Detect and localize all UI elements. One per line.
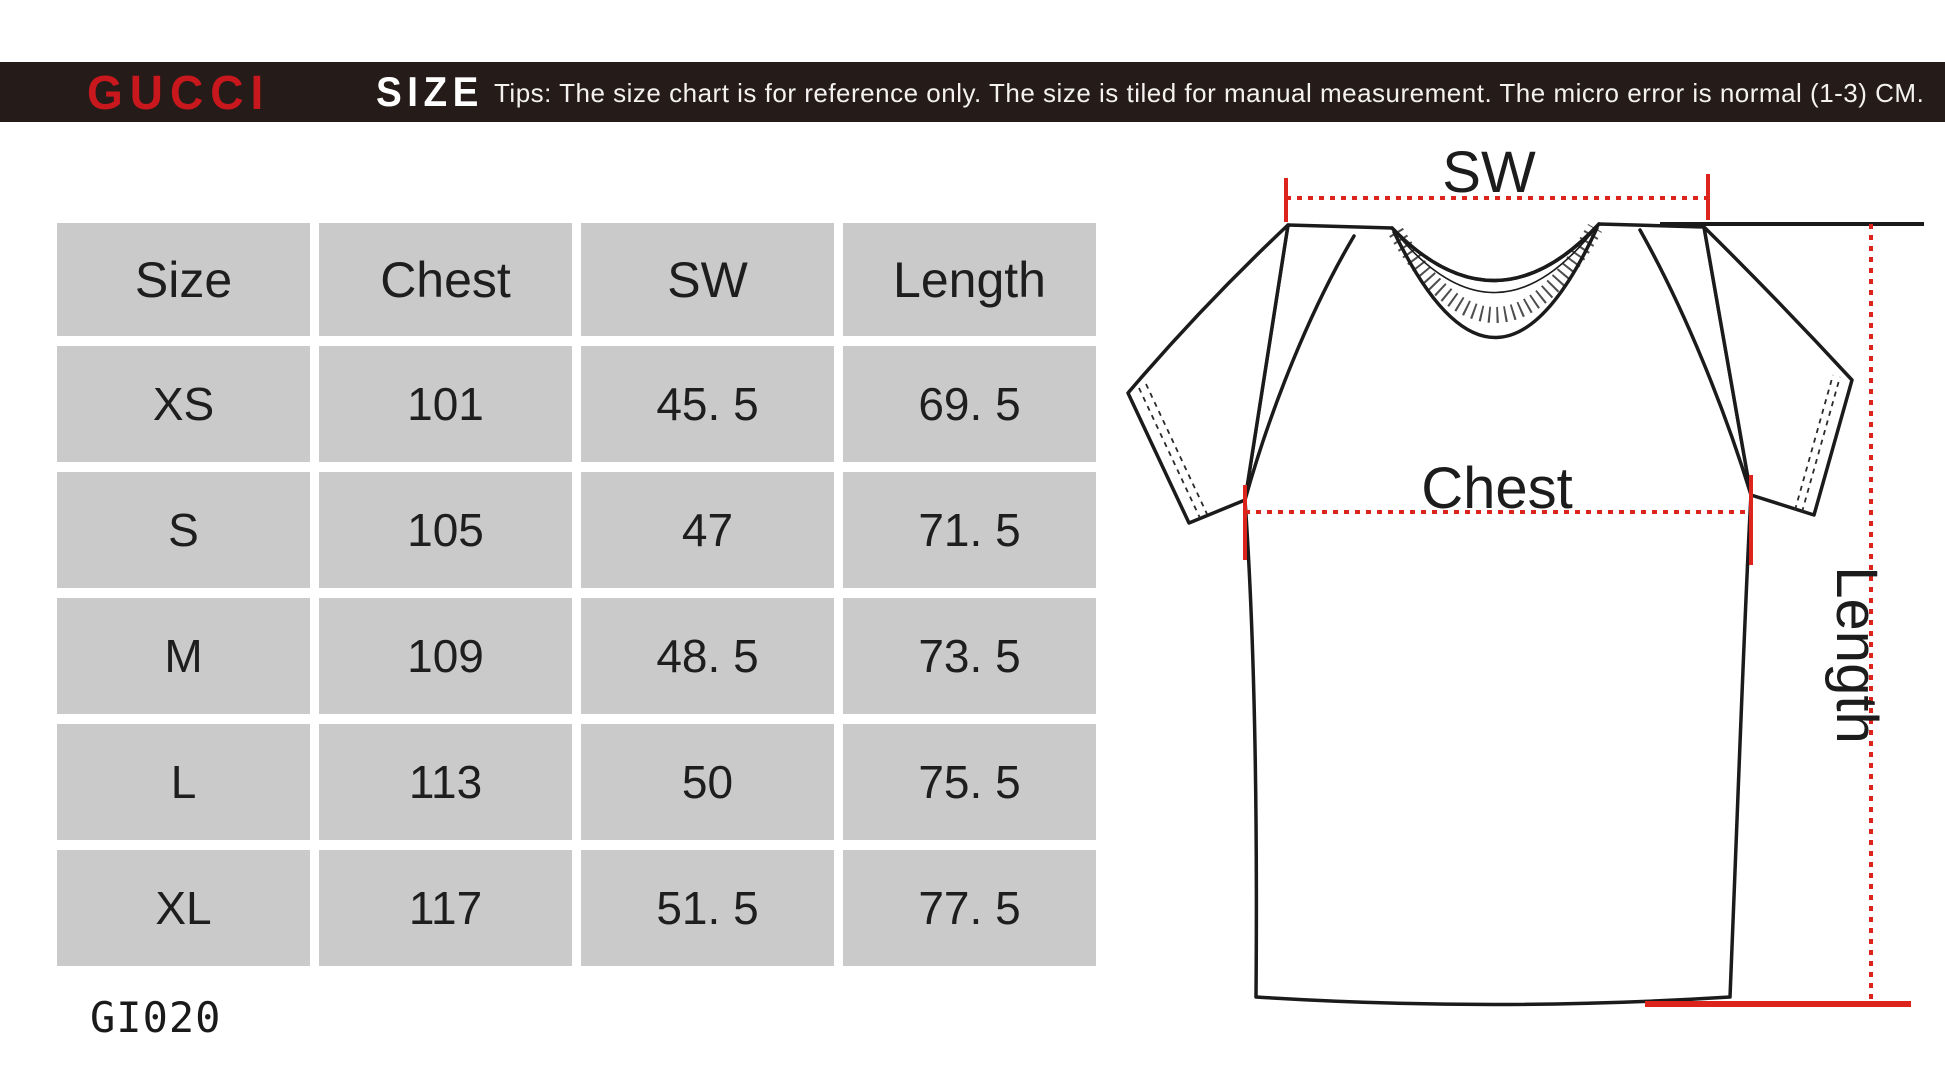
header-cell: Length bbox=[843, 223, 1096, 336]
size-cell: L bbox=[57, 724, 310, 840]
collar-inner-edge bbox=[1390, 222, 1601, 283]
collar-outer-edge bbox=[1392, 226, 1599, 340]
table-cell: 105 bbox=[319, 472, 572, 588]
tips-text: Tips: The size chart is for reference on… bbox=[494, 78, 1925, 108]
sw-label: SW bbox=[1442, 140, 1536, 205]
left-sleeve-stitch bbox=[1138, 387, 1201, 519]
table-cell: 75. 5 bbox=[843, 724, 1096, 840]
collar-double-line bbox=[1392, 224, 1599, 294]
size-cell: S bbox=[57, 472, 310, 588]
table-cell: 50 bbox=[581, 724, 834, 840]
size-cell: XL bbox=[57, 850, 310, 966]
length-label: Length bbox=[1824, 566, 1889, 743]
left-sleeve bbox=[1126, 223, 1290, 525]
table-cell: 113 bbox=[319, 724, 572, 840]
table-cell: 101 bbox=[319, 346, 572, 462]
size-title: SIZE bbox=[376, 68, 484, 115]
left-sleeve-stitch bbox=[1145, 383, 1208, 515]
table-cell: 47 bbox=[581, 472, 834, 588]
tshirt-measurement-diagram: SW Chest Length bbox=[1126, 140, 1924, 1007]
table-cell: 117 bbox=[319, 850, 572, 966]
collar-rib-hatching bbox=[1389, 224, 1602, 323]
size-cell: M bbox=[57, 598, 310, 714]
table-cell: 109 bbox=[319, 598, 572, 714]
left-armhole-seam bbox=[1243, 234, 1356, 502]
header-cell: SW bbox=[581, 223, 834, 336]
product-code: GI020 bbox=[90, 993, 222, 1042]
table-cell: 73. 5 bbox=[843, 598, 1096, 714]
table-cell: 51. 5 bbox=[581, 850, 834, 966]
table-cell: 77. 5 bbox=[843, 850, 1096, 966]
header-cell: Size bbox=[57, 223, 310, 336]
table-cell: 48. 5 bbox=[581, 598, 834, 714]
table-cell: 45. 5 bbox=[581, 346, 834, 462]
table-cell: 71. 5 bbox=[843, 472, 1096, 588]
table-cell: 69. 5 bbox=[843, 346, 1096, 462]
size-table: Size Chest SW Length XS 101 45. 5 69. 5 S 105 47 71… bbox=[57, 223, 1096, 966]
tshirt-body-outline bbox=[1243, 222, 1753, 1007]
header-cell: Chest bbox=[319, 223, 572, 336]
right-sleeve-stitch bbox=[1794, 374, 1834, 511]
brand-logo: GUCCI bbox=[87, 64, 271, 120]
size-cell: XS bbox=[57, 346, 310, 462]
right-armhole-seam bbox=[1638, 228, 1753, 497]
right-sleeve-stitch bbox=[1801, 376, 1841, 513]
header-bar: GUCCI SIZE Tips: The size chart is for r… bbox=[0, 62, 1945, 122]
right-sleeve bbox=[1702, 225, 1854, 517]
